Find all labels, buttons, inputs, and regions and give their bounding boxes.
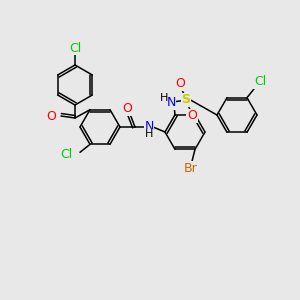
Text: Br: Br	[184, 162, 198, 175]
Text: H: H	[160, 93, 168, 103]
Text: Cl: Cl	[254, 75, 266, 88]
Text: O: O	[187, 109, 197, 122]
Text: H: H	[145, 129, 153, 139]
Text: O: O	[122, 103, 132, 116]
Text: N: N	[166, 96, 176, 109]
Text: S: S	[182, 93, 190, 106]
Text: O: O	[175, 77, 185, 90]
Text: O: O	[46, 110, 56, 122]
Text: Cl: Cl	[69, 41, 81, 55]
Text: Cl: Cl	[61, 148, 73, 161]
Text: N: N	[144, 121, 154, 134]
